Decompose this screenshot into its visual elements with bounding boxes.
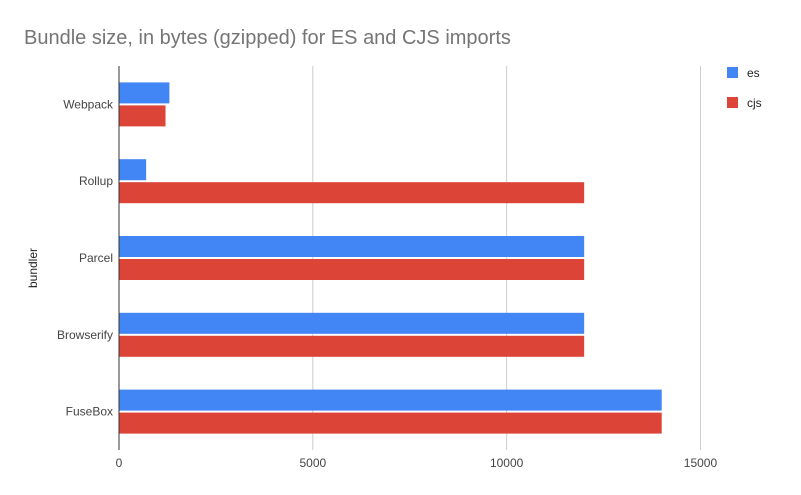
- grid-lines: [312, 66, 701, 450]
- legend-label-cjs: cjs: [747, 96, 762, 110]
- bar-es-webpack: [119, 82, 170, 104]
- axes: 0 5000 10000 15000 Webpack Rollup Parcel Browse…: [57, 66, 717, 470]
- bar-es-browserify: [119, 312, 585, 334]
- legend-swatch-es: [727, 67, 738, 78]
- bar-es-parcel: [119, 236, 585, 257]
- legend-swatch-cjs: [727, 97, 738, 108]
- x-tick-label: 0: [116, 456, 123, 470]
- x-tick-label: 15000: [684, 456, 718, 470]
- y-axis-title: bundler: [26, 248, 40, 288]
- bar-es-fusebox: [119, 389, 662, 411]
- legend: es cjs: [727, 66, 762, 110]
- bar-es-rollup: [119, 159, 147, 181]
- bars: [119, 82, 662, 434]
- y-tick-label: Webpack: [63, 97, 114, 111]
- bar-cjs-rollup: [119, 182, 585, 204]
- y-tick-label: Rollup: [79, 174, 113, 188]
- y-tick-label: Parcel: [79, 251, 113, 265]
- chart-title: Bundle size, in bytes (gzipped) for ES a…: [24, 27, 511, 49]
- legend-label-es: es: [747, 66, 760, 80]
- bar-cjs-browserify: [119, 335, 585, 357]
- bar-cjs-parcel: [119, 259, 585, 280]
- x-tick-label: 5000: [299, 456, 326, 470]
- bar-cjs-webpack: [119, 105, 166, 127]
- bar-cjs-fusebox: [119, 412, 662, 434]
- y-tick-label: Browserify: [57, 328, 113, 342]
- y-tick-label: FuseBox: [66, 405, 113, 419]
- x-tick-label: 10000: [490, 456, 524, 470]
